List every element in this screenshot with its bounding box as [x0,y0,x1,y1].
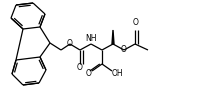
Text: O: O [77,63,83,72]
Text: OH: OH [112,69,124,78]
Text: O: O [85,69,91,78]
Polygon shape [112,30,114,44]
Text: NH: NH [85,34,97,43]
Text: O: O [121,45,127,55]
Text: O: O [67,39,73,48]
Text: O: O [133,18,139,27]
